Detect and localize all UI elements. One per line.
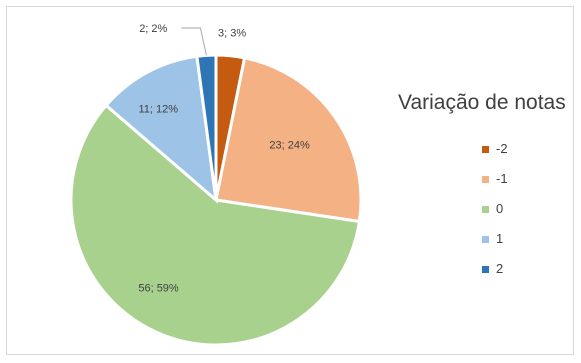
legend-label--2: -2 bbox=[496, 141, 508, 156]
legend-label-2: 2 bbox=[496, 261, 503, 276]
data-label--2: 3; 3% bbox=[218, 27, 246, 39]
data-label-2: 2; 2% bbox=[139, 23, 167, 35]
legend-label-1: 1 bbox=[496, 231, 503, 246]
legend-swatch--2 bbox=[482, 146, 489, 153]
pie-slice--1 bbox=[214, 56, 363, 224]
legend-title: Variação de notas bbox=[398, 91, 566, 114]
legend: Variação de notas -2 -1 0 1 2 bbox=[398, 91, 566, 276]
pie-slice-0 bbox=[69, 103, 362, 347]
data-label--1: 23; 24% bbox=[269, 139, 310, 151]
data-label-1: 11; 12% bbox=[138, 103, 178, 115]
pie-slice-2 bbox=[195, 53, 218, 201]
pie-slice-1 bbox=[104, 54, 219, 204]
legend-label-0: 0 bbox=[496, 201, 503, 216]
legend-swatch--1 bbox=[482, 176, 489, 183]
legend-swatch-1 bbox=[482, 236, 489, 243]
leader-line-2 bbox=[181, 27, 207, 56]
legend-swatch-2 bbox=[482, 266, 489, 273]
legend-items: -2 -1 0 1 2 bbox=[482, 141, 508, 276]
data-labels: 3; 3% 23; 24% 56; 59% 11; 12% 2; 2% bbox=[138, 23, 310, 295]
legend-swatch-0 bbox=[482, 206, 489, 213]
data-label-0: 56; 59% bbox=[138, 283, 179, 295]
legend-label--1: -1 bbox=[496, 171, 508, 186]
pie-slices bbox=[69, 53, 363, 347]
